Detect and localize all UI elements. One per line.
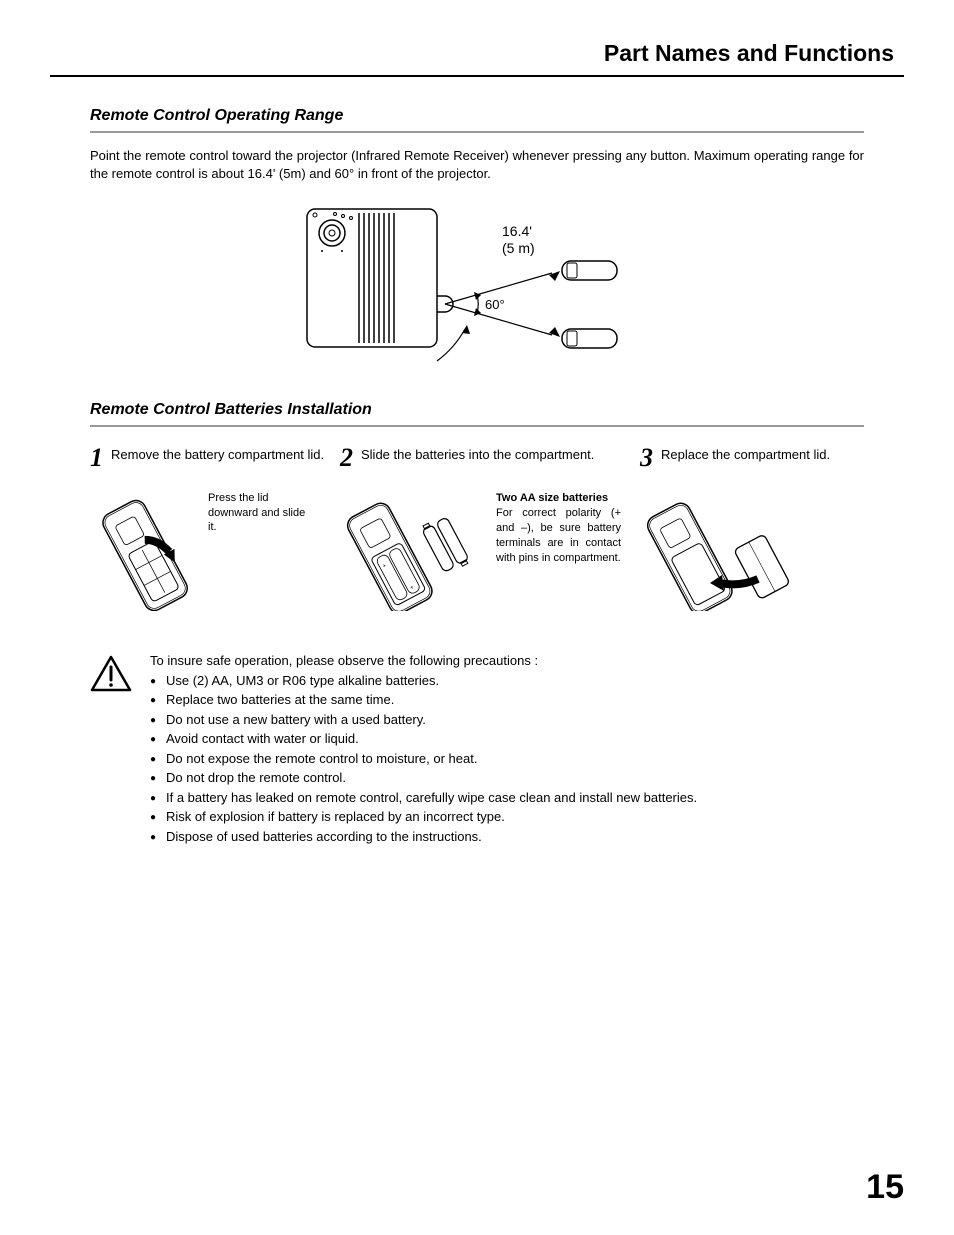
precautions-block: To insure safe operation, please observe… [90,651,864,846]
precaution-item: If a battery has leaked on remote contro… [166,788,697,808]
angle-label: 60° [485,297,505,312]
warning-icon [90,655,132,693]
step-1-num: 1 [90,445,103,471]
step-2-caption-text: For correct polarity (+ and –), be sure … [496,507,621,564]
step-1-diagram [90,491,200,611]
precaution-item: Risk of explosion if battery is replaced… [166,807,697,827]
precaution-item: Replace two batteries at the same time. [166,690,697,710]
precaution-item: Do not expose the remote control to mois… [166,749,697,769]
distance-ft-label: 16.4' [502,223,532,239]
step-3: 3 Replace the compartment lid. [640,445,864,611]
step-2-text: Slide the batteries into the compartment… [361,445,594,464]
precaution-item: Use (2) AA, UM3 or R06 type alkaline bat… [166,671,697,691]
header-rule [50,75,904,77]
step-2-num: 2 [340,445,353,471]
step-2-diagram: + + [340,491,490,611]
step-3-num: 3 [640,445,653,471]
step-2-caption-bold: Two AA size batteries [496,491,621,506]
section1-body: Point the remote control toward the proj… [90,147,864,183]
section1-rule [90,131,864,133]
precautions-list: Use (2) AA, UM3 or R06 type alkaline bat… [150,671,697,847]
section2-title: Remote Control Batteries Installation [90,401,864,419]
section2-rule [90,425,864,427]
step-2: 2 Slide the batteries into the compartme… [340,445,630,611]
step-2-caption: Two AA size batteries For correct polari… [496,491,621,611]
precaution-item: Avoid contact with water or liquid. [166,729,697,749]
precaution-item: Do not drop the remote control. [166,768,697,788]
page-number: 15 [866,1168,904,1207]
step-1-caption: Press the lid downward and slide it. [208,491,313,611]
step-3-diagram [640,491,800,611]
step-1-text: Remove the battery compartment lid. [111,445,324,464]
precautions-intro: To insure safe operation, please observe… [150,651,697,671]
distance-m-label: (5 m) [502,240,535,256]
section1-title: Remote Control Operating Range [90,107,864,125]
step-3-text: Replace the compartment lid. [661,445,830,464]
operating-range-diagram: 16.4' (5 m) 60° [287,201,667,371]
step-1: 1 Remove the battery compartment lid. [90,445,330,611]
precaution-item: Dispose of used batteries according to t… [166,827,697,847]
precaution-item: Do not use a new battery with a used bat… [166,710,697,730]
page-title: Part Names and Functions [50,40,904,75]
